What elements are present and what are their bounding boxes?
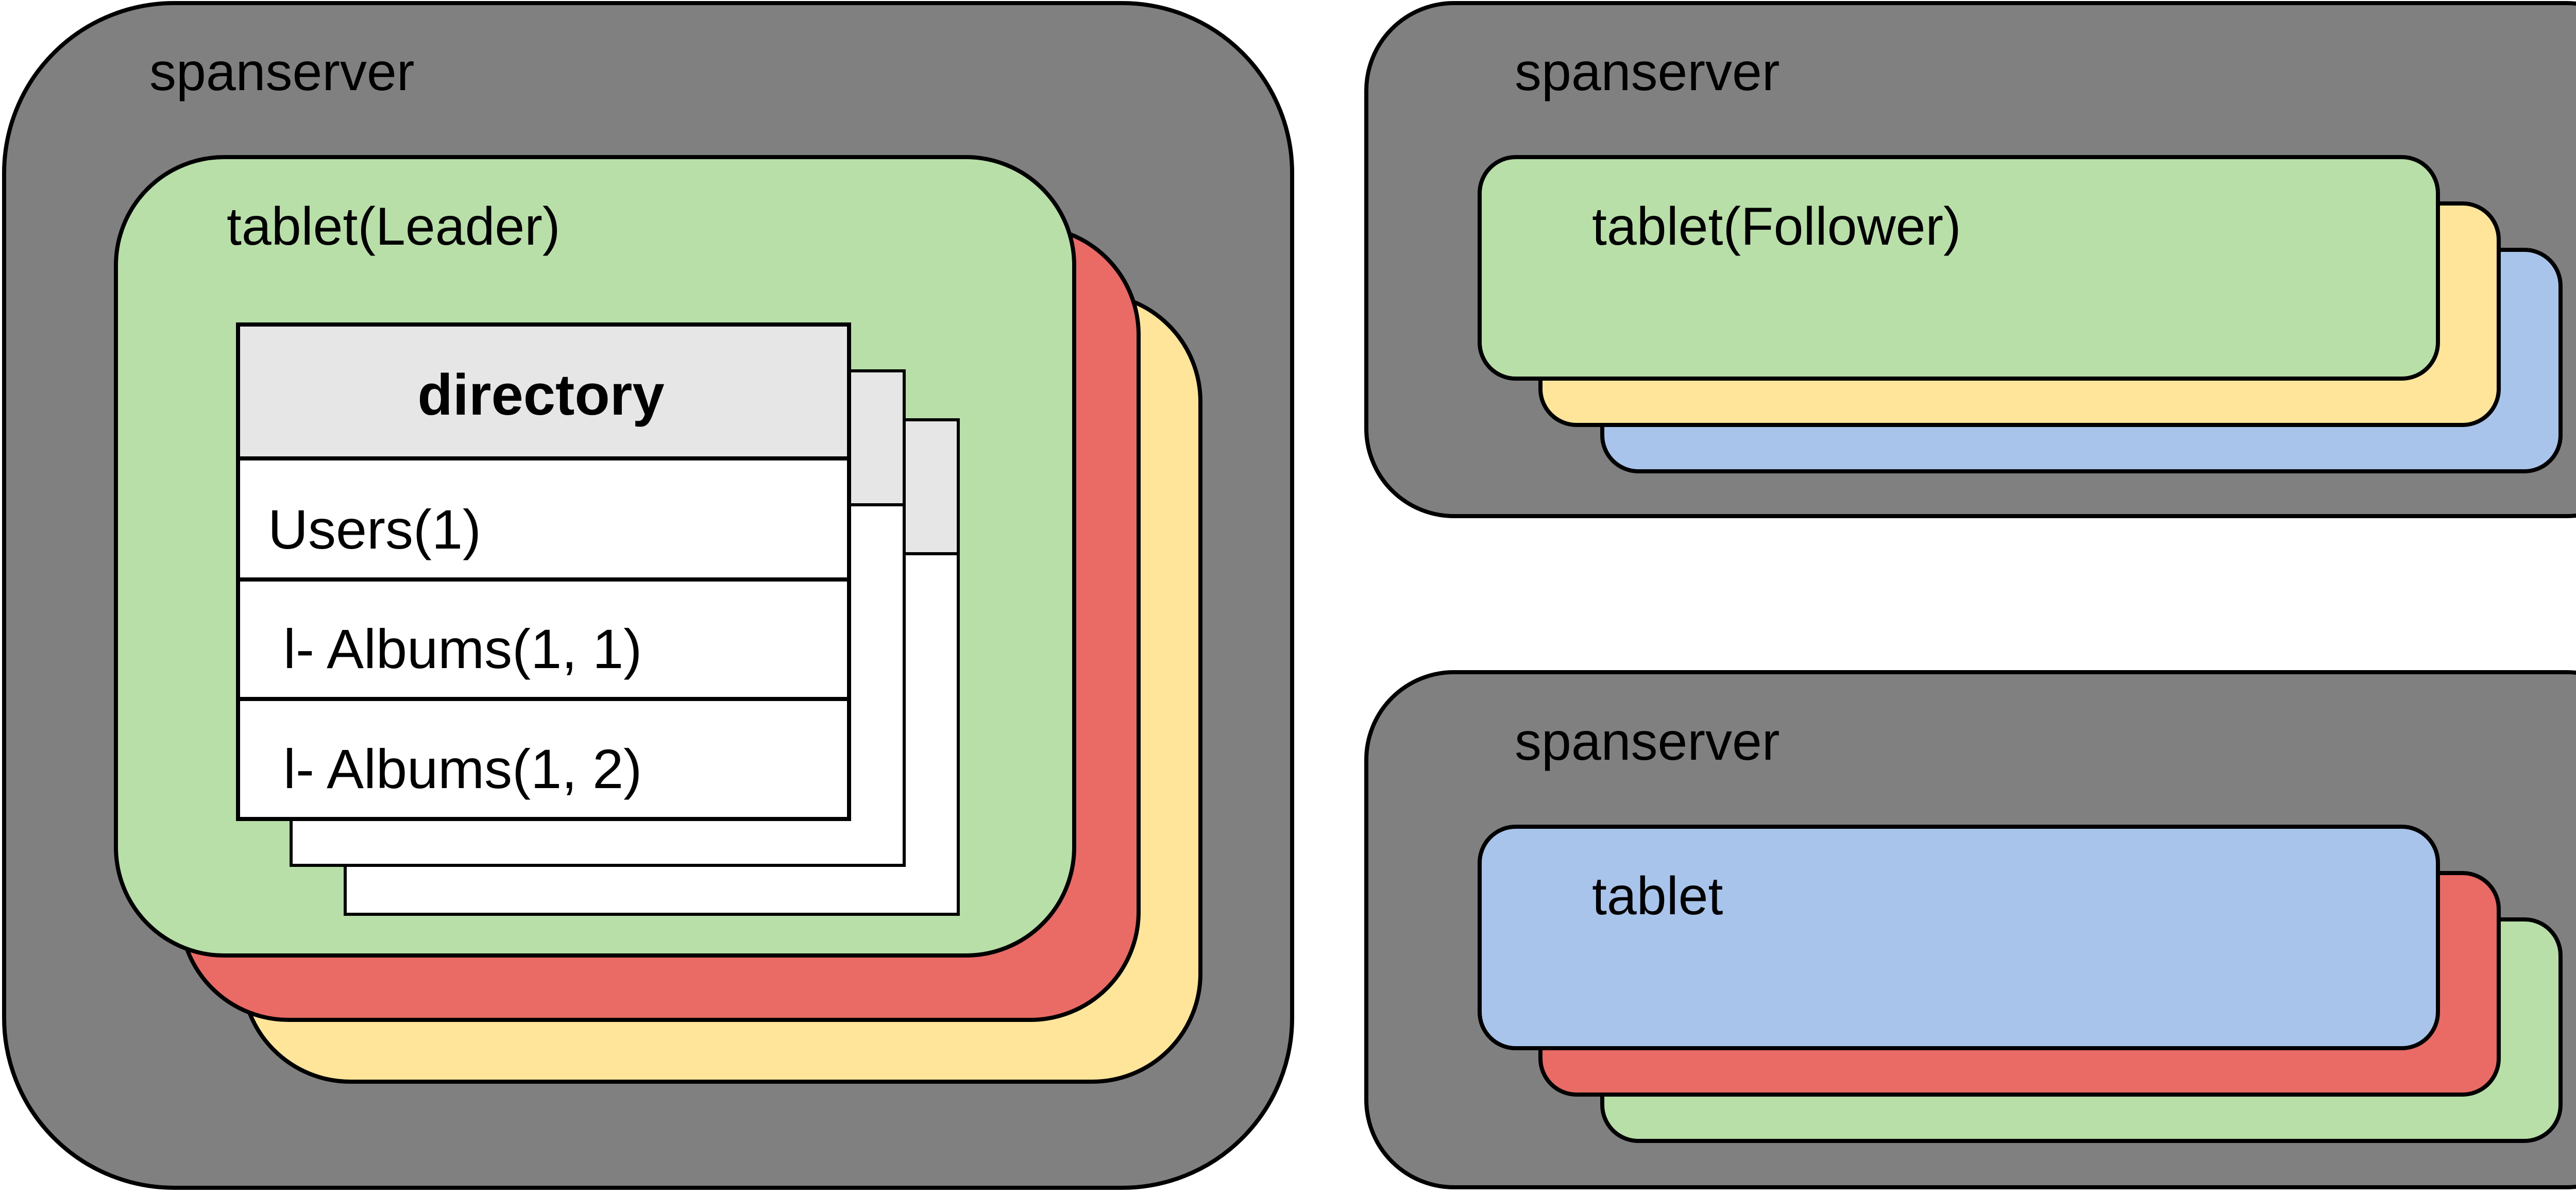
directory-row: l- Albums(1, 2) [283,738,642,800]
directory-row: l- Albums(1, 1) [283,618,642,680]
spanserver-label: spanserver [149,42,414,102]
spanserver-bottom-right: spanserver tablet [1364,670,2576,1189]
spanserver-left: spanserver tablet(Leader) directory User… [2,1,1294,1190]
spanserver-label: spanserver [1515,712,1780,772]
tablet-leader-label: tablet(Leader) [227,197,561,257]
directory-row: Users(1) [268,498,481,560]
directory-table: directory Users(1) l- Albums(1, 1) l- Al… [236,322,851,821]
tablet-follower-label: tablet(Follower) [1592,197,1961,257]
tablet-blue-front [1478,825,2440,1050]
tablet-follower [1478,155,2440,381]
tablet-label: tablet [1592,866,1723,926]
spanserver-label: spanserver [1515,42,1780,102]
directory-header: directory [417,363,664,427]
spanserver-top-right: spanserver tablet(Follower) [1364,1,2576,518]
directory-header-bg [236,322,851,460]
